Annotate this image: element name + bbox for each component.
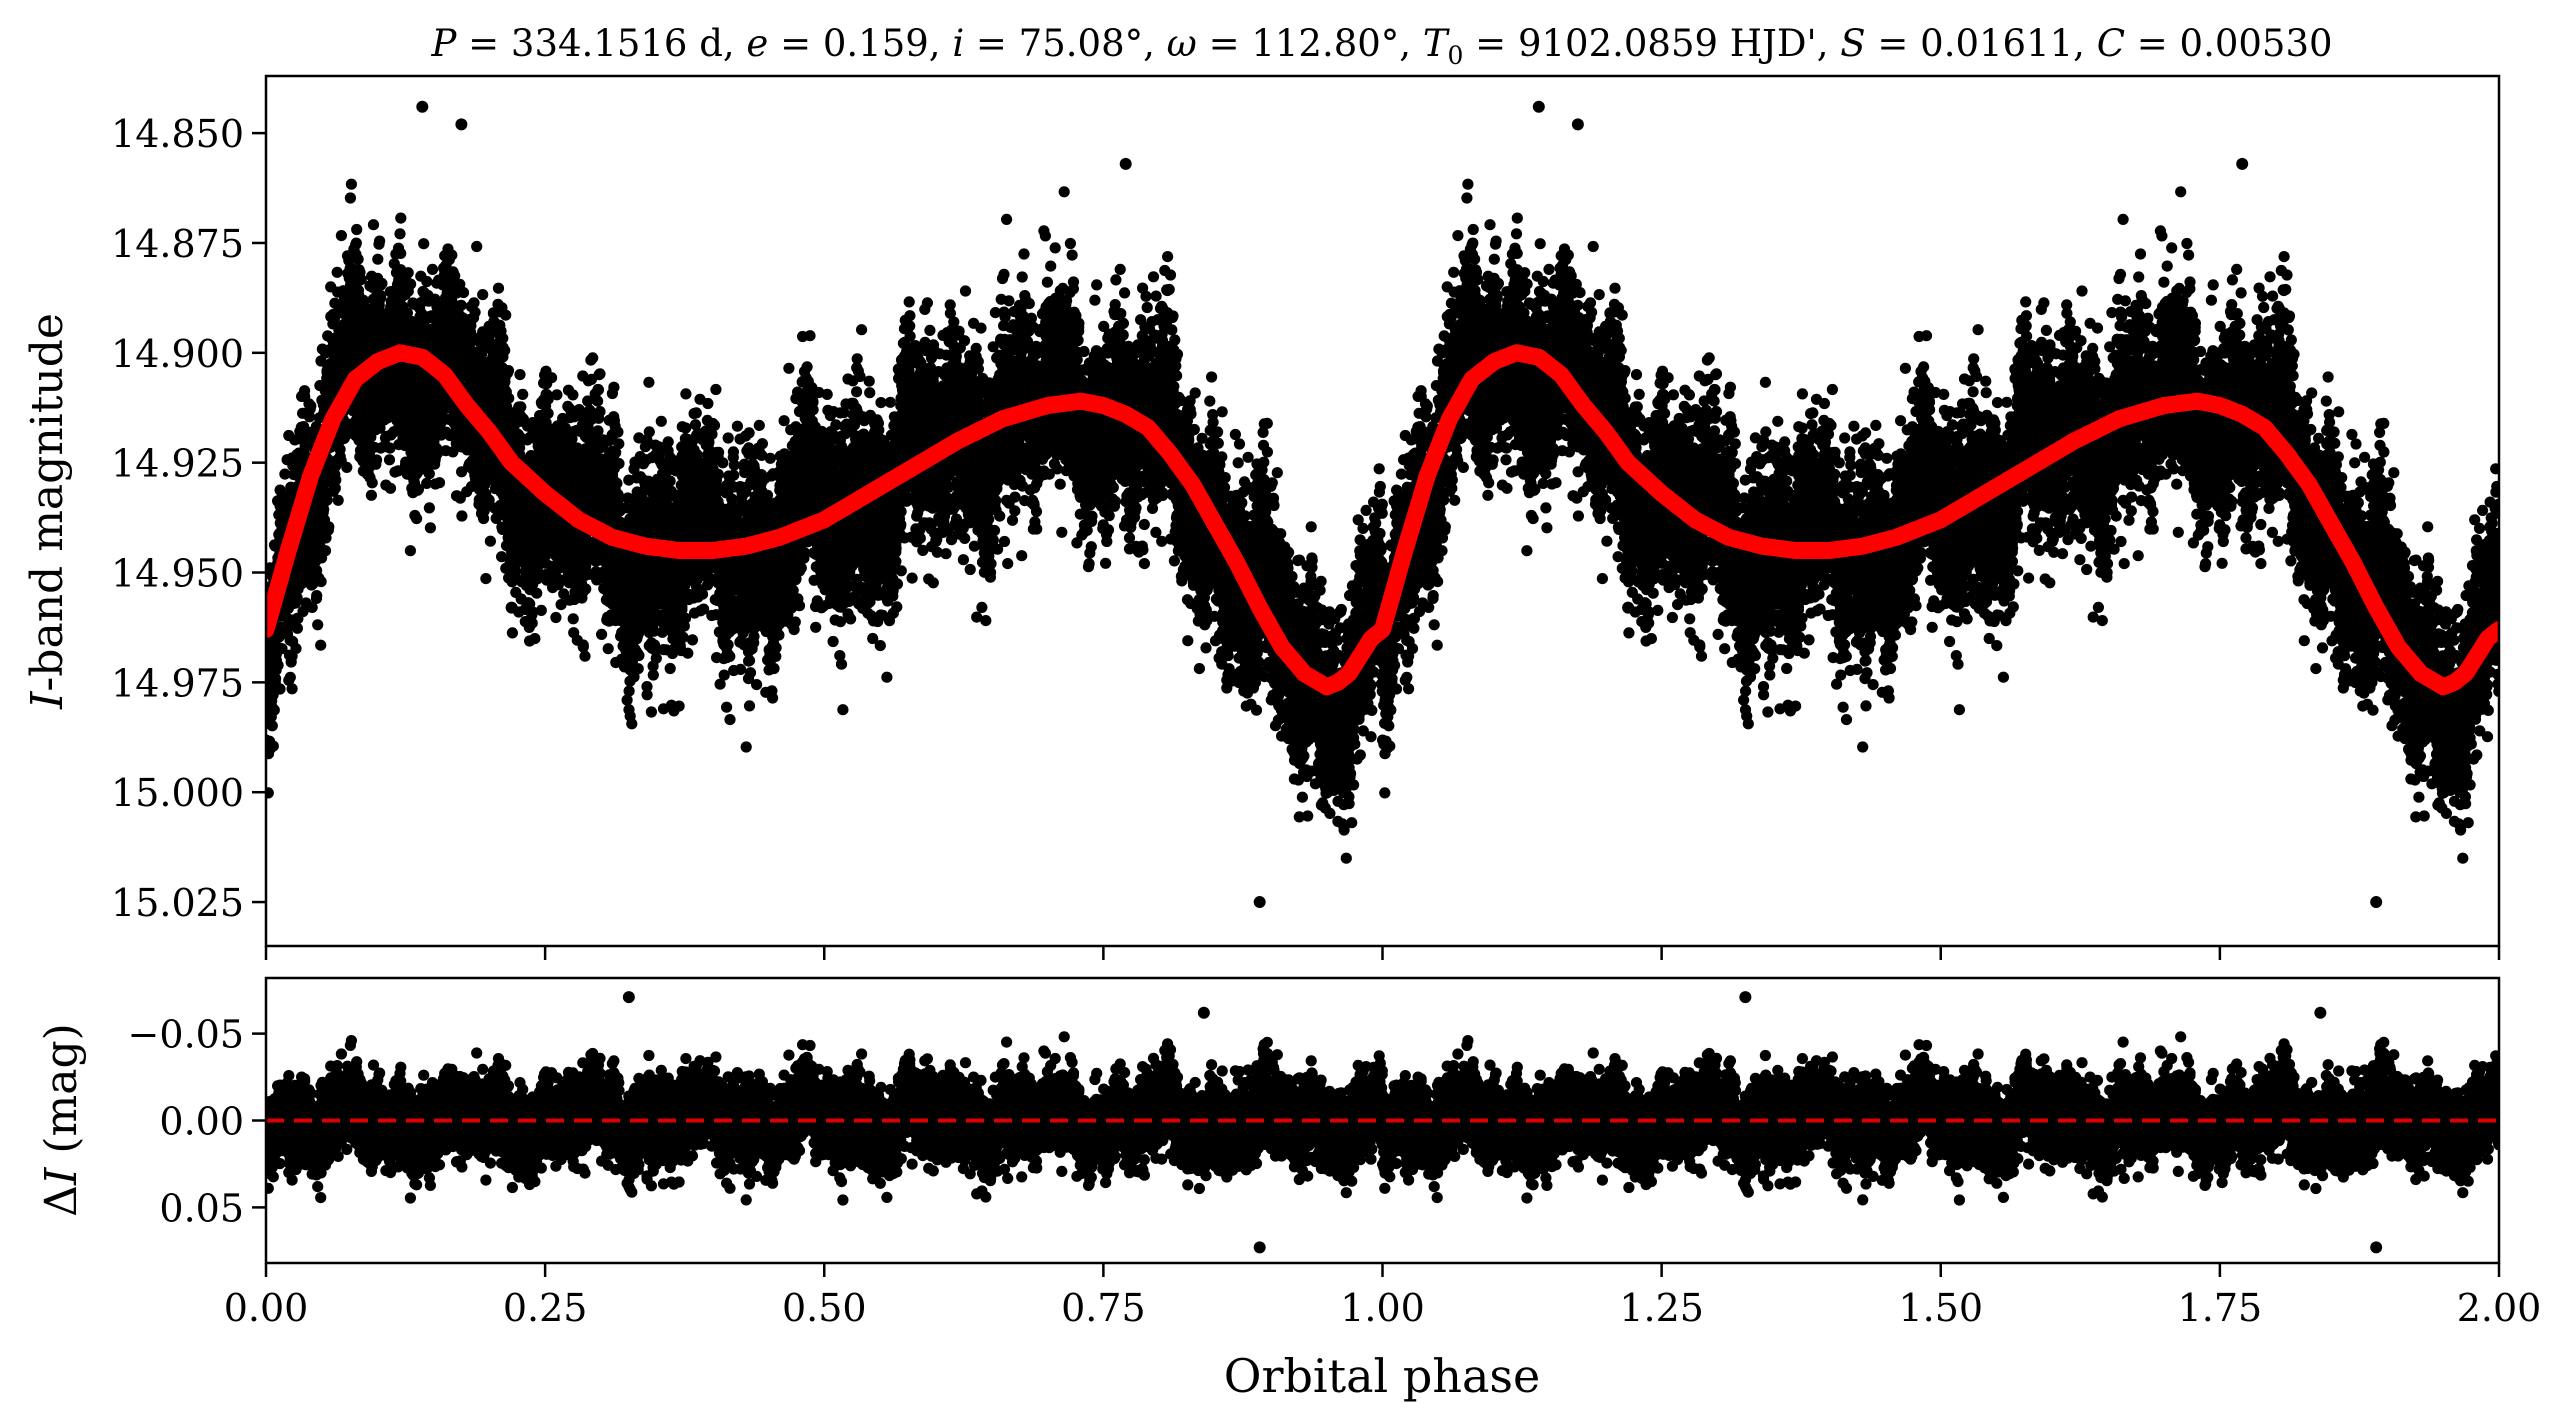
data-point [1001,213,1013,225]
data-point [1759,376,1771,388]
data-point [1315,575,1327,587]
data-point [2175,186,2187,198]
data-point [1058,186,1070,198]
data-point [2012,565,2024,577]
data-point [1991,640,2003,652]
chart-title: P = 334.1516 d, e = 0.159, i = 75.08°, ω… [430,22,2332,70]
data-point [1596,573,1608,585]
data-point [970,342,982,354]
data-point [2359,451,2371,463]
data-point [1461,192,1473,204]
data-point [722,432,734,444]
data-point [606,387,619,400]
data-point [1719,643,1731,655]
data-point [1232,457,1244,469]
data-point [1018,248,1030,260]
data-point [2258,301,2270,314]
data-point [906,572,918,584]
data-point [1895,415,1907,427]
data-point [1723,387,1735,400]
data-point [2134,248,2147,260]
data-point [480,573,492,585]
data-point [2033,544,2045,557]
data-point [2471,534,2483,546]
top-panel: 14.85014.87514.90014.92514.95014.97515.0… [22,74,2501,960]
data-point [602,643,614,655]
data-point [917,544,929,557]
data-point [1141,301,1153,314]
data-point [2117,213,2129,225]
data-point [895,565,907,577]
data-point [1857,741,1869,753]
data-point [1431,639,1443,651]
data-point [740,741,752,753]
data-point [1839,432,1851,444]
data-point [1242,451,1254,463]
data-point [315,639,327,651]
data-point [1967,386,1979,398]
data-point [2087,342,2099,354]
top-data-points [266,100,2499,909]
data-point [2231,263,2243,275]
data-point [2432,575,2444,587]
data-point [1983,632,1995,645]
data-point [1534,238,1546,250]
data-point [418,238,430,250]
data-point [2023,572,2035,584]
data-point [851,386,863,398]
data-point [686,634,699,646]
data-point [579,650,591,662]
data-point [1114,263,1126,275]
data-point [874,640,886,652]
data-point [344,192,356,204]
data-point [1354,534,1366,546]
data-point [778,415,790,427]
data-point [2349,457,2361,469]
data-point [643,376,655,388]
data-point [1695,650,1708,662]
data-point [1803,634,1815,646]
data-point [867,632,879,645]
